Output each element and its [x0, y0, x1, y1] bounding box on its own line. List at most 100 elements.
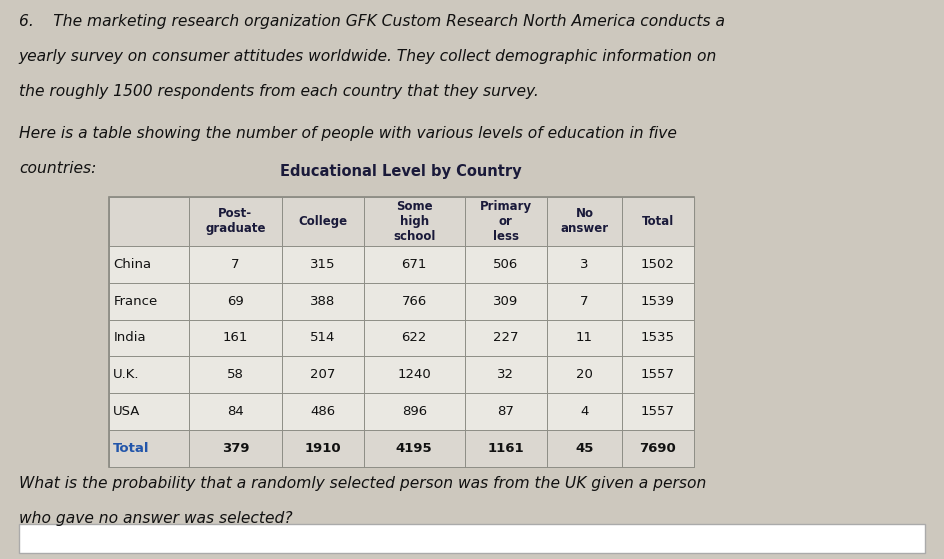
- Bar: [622, 430, 694, 467]
- Bar: [281, 246, 363, 283]
- Text: France: France: [113, 295, 158, 307]
- Text: 506: 506: [493, 258, 518, 271]
- Bar: [547, 357, 622, 393]
- Text: 1502: 1502: [641, 258, 675, 271]
- Bar: [109, 320, 189, 357]
- Bar: [547, 283, 622, 320]
- Bar: [281, 393, 363, 430]
- Bar: [189, 357, 281, 393]
- Bar: [281, 357, 363, 393]
- Bar: [622, 197, 694, 246]
- Text: 622: 622: [401, 331, 427, 344]
- Text: 7: 7: [581, 295, 589, 307]
- Text: countries:: countries:: [19, 161, 96, 176]
- Text: 388: 388: [310, 295, 335, 307]
- Bar: [363, 246, 464, 283]
- Text: USA: USA: [113, 405, 141, 418]
- Text: 896: 896: [401, 405, 427, 418]
- Bar: [622, 393, 694, 430]
- Text: 1539: 1539: [641, 295, 675, 307]
- Text: 1535: 1535: [641, 331, 675, 344]
- Text: 87: 87: [497, 405, 514, 418]
- Text: Some
high
school: Some high school: [393, 200, 435, 243]
- Text: the roughly 1500 respondents from each country that they survey.: the roughly 1500 respondents from each c…: [19, 84, 539, 100]
- Bar: [363, 283, 464, 320]
- Text: 1557: 1557: [641, 405, 675, 418]
- Bar: [547, 393, 622, 430]
- Text: 309: 309: [493, 295, 518, 307]
- Bar: [547, 197, 622, 246]
- Bar: [464, 246, 547, 283]
- Bar: [464, 430, 547, 467]
- Bar: [547, 320, 622, 357]
- Bar: [547, 430, 622, 467]
- Bar: [281, 283, 363, 320]
- Text: yearly survey on consumer attitudes worldwide. They collect demographic informat: yearly survey on consumer attitudes worl…: [19, 49, 717, 64]
- Text: 4195: 4195: [396, 442, 432, 455]
- Bar: [189, 393, 281, 430]
- Bar: [109, 246, 189, 283]
- Text: 315: 315: [310, 258, 335, 271]
- Bar: [109, 430, 189, 467]
- Text: 207: 207: [310, 368, 335, 381]
- Text: Educational Level by Country: Educational Level by Country: [280, 164, 522, 179]
- Bar: [109, 357, 189, 393]
- Bar: [189, 320, 281, 357]
- Bar: [109, 197, 694, 246]
- Text: 4: 4: [581, 405, 589, 418]
- Bar: [464, 393, 547, 430]
- Bar: [189, 246, 281, 283]
- Text: U.K.: U.K.: [113, 368, 140, 381]
- Text: 227: 227: [493, 331, 518, 344]
- Bar: [189, 283, 281, 320]
- Text: Total: Total: [113, 442, 150, 455]
- Text: College: College: [298, 215, 347, 228]
- Bar: [281, 197, 363, 246]
- Text: Post-
graduate: Post- graduate: [205, 207, 265, 235]
- Text: 486: 486: [310, 405, 335, 418]
- Bar: [464, 320, 547, 357]
- Text: 671: 671: [401, 258, 427, 271]
- Text: Here is a table showing the number of people with various levels of education in: Here is a table showing the number of pe…: [19, 126, 677, 141]
- Text: 11: 11: [576, 331, 593, 344]
- Text: 161: 161: [223, 331, 248, 344]
- Text: 1240: 1240: [397, 368, 431, 381]
- Text: who gave no answer was selected?: who gave no answer was selected?: [19, 511, 293, 527]
- Text: 3: 3: [581, 258, 589, 271]
- Bar: [622, 357, 694, 393]
- Bar: [547, 246, 622, 283]
- Text: 514: 514: [310, 331, 335, 344]
- Text: 7: 7: [231, 258, 240, 271]
- Bar: [363, 320, 464, 357]
- Bar: [281, 320, 363, 357]
- Text: 32: 32: [497, 368, 514, 381]
- Bar: [109, 283, 189, 320]
- Bar: [464, 357, 547, 393]
- Text: India: India: [113, 331, 146, 344]
- Text: No
answer: No answer: [561, 207, 609, 235]
- Text: 84: 84: [227, 405, 244, 418]
- Bar: [464, 283, 547, 320]
- Text: 20: 20: [576, 368, 593, 381]
- Bar: [363, 393, 464, 430]
- Bar: [363, 430, 464, 467]
- Text: 69: 69: [227, 295, 244, 307]
- Bar: [109, 197, 694, 467]
- Bar: [363, 197, 464, 246]
- Text: 6.    The marketing research organization GFK Custom Research North America cond: 6. The marketing research organization G…: [19, 14, 725, 29]
- Text: 1161: 1161: [487, 442, 524, 455]
- Text: China: China: [113, 258, 151, 271]
- Bar: [622, 283, 694, 320]
- Bar: [281, 430, 363, 467]
- Text: Total: Total: [642, 215, 674, 228]
- Bar: [109, 197, 189, 246]
- Bar: [622, 320, 694, 357]
- Text: 766: 766: [401, 295, 427, 307]
- Text: 7690: 7690: [640, 442, 676, 455]
- Text: 379: 379: [222, 442, 249, 455]
- Bar: [109, 393, 189, 430]
- Bar: [622, 246, 694, 283]
- Bar: [189, 197, 281, 246]
- Bar: [464, 197, 547, 246]
- Text: 45: 45: [575, 442, 594, 455]
